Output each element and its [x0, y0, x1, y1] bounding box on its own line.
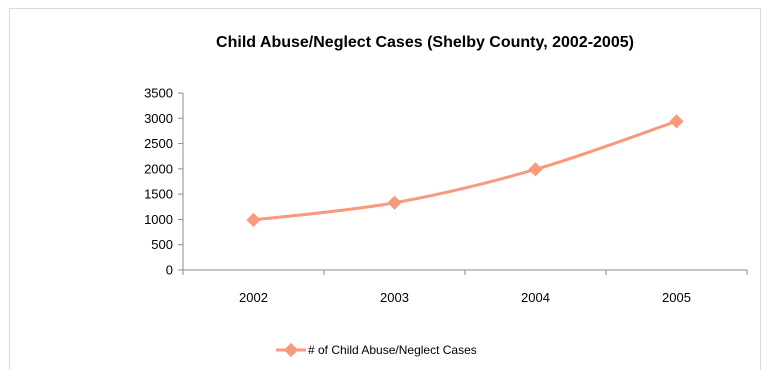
legend-label: # of Child Abuse/Neglect Cases	[308, 343, 477, 357]
x-tick-label: 2005	[662, 290, 691, 305]
data-point-marker	[669, 114, 684, 129]
legend: # of Child Abuse/Neglect Cases	[276, 342, 477, 358]
legend-marker	[283, 342, 299, 358]
y-tick-label: 0	[166, 263, 173, 278]
series-line	[253, 119, 677, 222]
data-point-marker	[246, 212, 261, 228]
y-tick-label: 3000	[144, 111, 173, 126]
y-tick-label: 2500	[144, 136, 173, 151]
x-tick-label: 2002	[239, 290, 268, 305]
y-axis-ticks: 0 500 1000 1500 2000 2500 3000 3500	[144, 86, 183, 278]
chart-title: Child Abuse/Neglect Cases (Shelby County…	[216, 34, 634, 51]
series-lines	[246, 114, 684, 228]
x-tick-label: 2004	[521, 290, 550, 305]
y-tick-label: 2000	[144, 161, 173, 176]
data-point-marker	[528, 162, 543, 177]
chart-frame	[9, 8, 761, 370]
y-tick-label: 1000	[144, 212, 173, 227]
y-tick-label: 1500	[144, 187, 173, 202]
x-axis-ticks: 2002 2003 2004 2005	[182, 270, 748, 305]
y-tick-label: 3500	[144, 86, 173, 101]
y-tick-label: 500	[151, 237, 173, 252]
data-point-marker	[387, 195, 402, 210]
x-tick-label: 2003	[380, 290, 409, 305]
axes	[182, 93, 747, 271]
